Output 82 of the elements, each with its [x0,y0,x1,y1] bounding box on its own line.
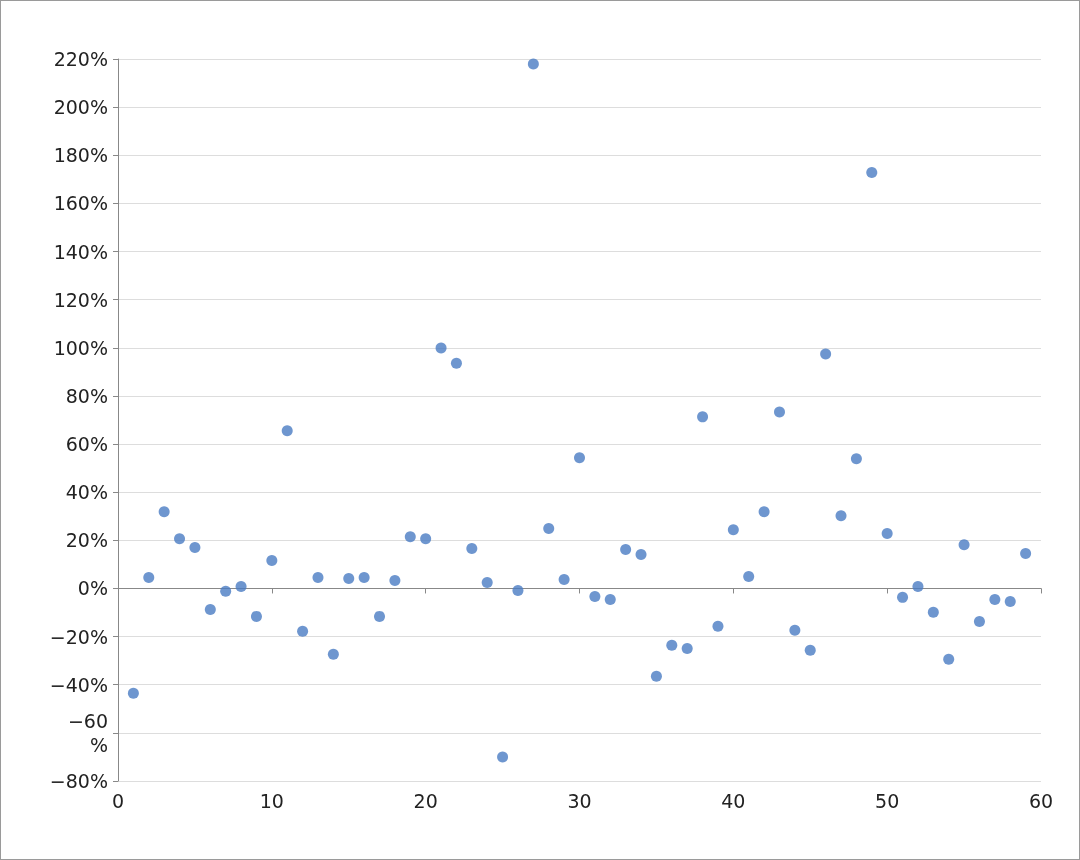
point [881,528,893,540]
x-tick-label: 60 [1028,789,1054,812]
point [235,581,247,593]
point [558,574,570,586]
point [158,506,170,518]
point [481,576,493,588]
point [266,555,278,567]
point [866,167,878,179]
point [789,624,801,636]
y-tick-label: 40% [65,481,108,504]
point [527,58,539,70]
y-tick-label: −40% [49,673,108,696]
x-tick-label: 40 [721,789,746,812]
point [297,625,309,637]
point [1004,595,1016,607]
point [666,639,678,651]
point [343,573,355,585]
y-tick-label: 160% [53,192,108,215]
point [850,453,862,465]
point [389,575,401,587]
y-tick-label: 80% [65,384,108,407]
y-tick-label: 120% [53,288,108,311]
point [943,653,955,665]
point [327,648,339,660]
point [604,594,616,606]
point [1020,548,1032,560]
point [743,570,755,582]
x-tick-label: 10 [259,789,284,812]
point [989,594,1001,606]
y-tick-label: 100% [53,336,108,359]
point [543,523,555,535]
point [681,642,693,654]
point [635,549,647,561]
point [574,452,585,464]
y-tick-label: 60% [65,433,108,456]
y-tick-label: −20% [49,625,108,648]
point [804,644,816,656]
y-tick-label: −80% [49,770,108,792]
point [281,425,293,437]
y-tick-label: 0% [77,577,108,600]
point [973,615,985,627]
point [312,571,324,583]
point [697,411,709,423]
point [835,510,847,522]
point [450,357,462,369]
y-tick-label: 20% [65,529,108,552]
y-tick-label: 220% [53,48,108,70]
point [820,348,832,360]
point [727,524,739,536]
point [712,620,724,632]
point [358,571,370,583]
x-tick-label: 30 [567,789,592,812]
point [220,585,232,597]
x-tick-label: 0 [111,789,125,812]
y-tick-label: −60 % [67,709,108,756]
point [374,610,386,622]
y-tick-label: 200% [53,96,108,119]
point [250,610,262,622]
point [897,591,909,603]
point [758,506,770,518]
point [189,542,201,554]
x-tick-label: 20 [413,789,438,812]
point [650,670,662,682]
point [912,581,924,593]
point [466,543,478,555]
point [512,584,524,596]
point [404,531,416,543]
point [174,533,186,545]
point [143,571,155,583]
x-tick-label: 50 [875,789,900,812]
point [958,539,970,551]
point [927,606,939,618]
point [620,543,632,555]
y-tick-label: 140% [53,240,108,263]
y-tick-label: 180% [53,144,108,167]
point [435,342,447,354]
point [773,406,785,418]
point [127,687,139,699]
point [497,751,509,763]
point [204,603,216,615]
point [420,533,432,545]
point [589,590,601,602]
